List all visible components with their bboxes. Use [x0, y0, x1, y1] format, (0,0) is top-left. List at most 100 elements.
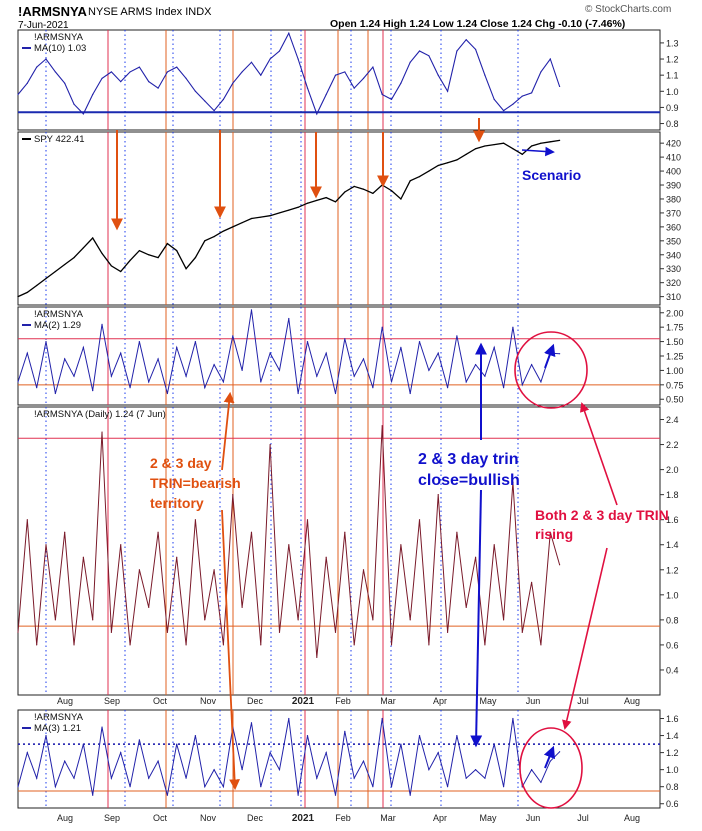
- data-point: [204, 240, 206, 242]
- data-point: [362, 569, 365, 571]
- data-point: [269, 443, 271, 446]
- data-point: [316, 777, 318, 779]
- data-point: [82, 113, 84, 115]
- data-point: [344, 71, 346, 73]
- data-point: [334, 201, 337, 203]
- data-point: [316, 199, 318, 201]
- data-point: [129, 259, 131, 261]
- panel-frame: [17, 131, 661, 306]
- data-point: [344, 191, 346, 193]
- data-point: [288, 717, 290, 720]
- data-point: [232, 335, 234, 337]
- annotation-bearish-line: territory: [150, 495, 204, 511]
- data-point: [166, 71, 169, 73]
- annotation-arrow: [544, 343, 556, 369]
- data-point: [325, 556, 327, 558]
- data-point: [110, 71, 112, 73]
- data-point: [502, 387, 505, 389]
- data-point: [353, 375, 355, 377]
- data-point: [194, 734, 197, 737]
- data-point: [213, 364, 215, 366]
- data-point: [194, 519, 197, 521]
- data-point: [278, 212, 281, 214]
- data-point: [204, 786, 206, 788]
- data-point: [241, 71, 243, 73]
- x-tick-label: Aug: [624, 696, 640, 706]
- data-point: [110, 265, 112, 267]
- x-tick-label: Oct: [153, 813, 168, 823]
- x-tick-label: Nov: [200, 813, 217, 823]
- annotation-arrow: [521, 146, 555, 157]
- data-point: [502, 786, 505, 788]
- data-point: [176, 556, 178, 558]
- data-point: [241, 769, 243, 771]
- y-tick-label: 1.4: [666, 731, 679, 741]
- data-point: [493, 743, 495, 745]
- data-point: [400, 82, 402, 84]
- data-point: [110, 631, 112, 633]
- data-point: [531, 769, 533, 771]
- x-tick-label: May: [479, 696, 497, 706]
- data-point: [446, 786, 449, 788]
- data-point: [390, 786, 393, 788]
- data-point: [512, 148, 514, 150]
- data-point: [493, 346, 495, 348]
- data-point: [82, 346, 84, 348]
- data-point: [110, 777, 112, 779]
- data-point: [484, 644, 486, 646]
- highlight-circle-ma2: [514, 331, 588, 409]
- y-tick-label: 0.75: [666, 380, 684, 390]
- data-point: [540, 781, 542, 784]
- data-point: [297, 794, 299, 796]
- data-point: [148, 381, 150, 383]
- data-point: [260, 216, 262, 218]
- data-point: [418, 519, 421, 521]
- data-point: [73, 103, 75, 105]
- data-point: [381, 717, 383, 720]
- data-point: [110, 375, 112, 377]
- data-point: [157, 760, 159, 762]
- y-tick-label: 1.4: [666, 540, 679, 550]
- data-point: [241, 222, 243, 224]
- data-point: [73, 644, 75, 646]
- data-point: [428, 55, 430, 57]
- data-point: [129, 71, 131, 73]
- data-point: [502, 142, 505, 144]
- data-point: [82, 556, 84, 558]
- data-point: [409, 61, 411, 63]
- y-tick-label: 310: [666, 292, 681, 302]
- data-point: [297, 58, 299, 60]
- data-point: [531, 145, 533, 147]
- data-point: [232, 82, 234, 84]
- data-point: [372, 786, 374, 788]
- data-point: [465, 777, 467, 779]
- panel-frame: [17, 29, 661, 131]
- data-point: [512, 717, 514, 720]
- data-point: [157, 358, 159, 360]
- data-point: [306, 734, 309, 737]
- x-tick-label: Aug: [624, 813, 640, 823]
- data-point: [372, 387, 374, 389]
- data-point: [549, 58, 551, 60]
- data-point: [64, 760, 66, 762]
- y-tick-label: 1.00: [666, 366, 684, 376]
- x-tick-label: Aug: [57, 696, 73, 706]
- data-point: [344, 338, 346, 340]
- data-point: [334, 74, 337, 76]
- y-tick-label: 1.3: [666, 38, 679, 48]
- data-point: [465, 39, 467, 41]
- data-point: [166, 631, 169, 633]
- y-tick-label: 1.25: [666, 352, 684, 362]
- data-point: [297, 619, 299, 621]
- panel-legend: MA(2) 1.29: [34, 320, 81, 331]
- data-point: [493, 143, 495, 146]
- data-point: [306, 202, 309, 204]
- data-point: [390, 189, 393, 192]
- data-point: [344, 531, 346, 533]
- data-point: [269, 58, 271, 60]
- data-point: [138, 249, 140, 252]
- data-point: [204, 100, 206, 102]
- data-point: [325, 196, 327, 199]
- data-point: [362, 188, 365, 190]
